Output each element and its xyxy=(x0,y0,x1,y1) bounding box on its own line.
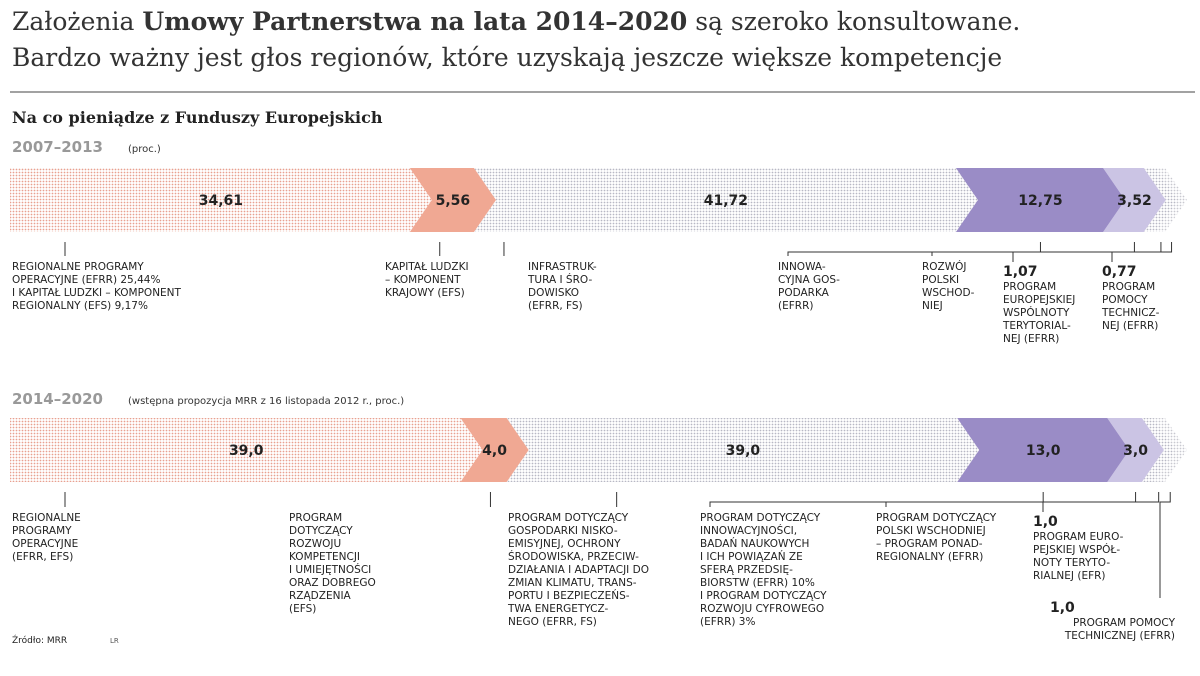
value-label: 1,07 xyxy=(1003,264,1038,280)
segment xyxy=(957,418,1130,482)
value-label: 34,61 xyxy=(199,193,243,209)
value-label: 1,0 xyxy=(1050,600,1075,616)
segment xyxy=(1103,168,1166,232)
segment xyxy=(955,168,1126,232)
leader-line xyxy=(885,492,1137,507)
category-label: ROZWÓJ POLSKI WSCHOD-NIEJ xyxy=(922,260,975,312)
category-label: PROGRAM DOTYCZĄCY ROZWOJU KOMPETENCJI I UMIE… xyxy=(289,512,376,615)
segment xyxy=(409,168,496,232)
title-part: Umowy Partnerstwa na lata 2014–2020 xyxy=(142,7,687,36)
category-label: REGIONALNE PROGRAMY OPERACYJNE (EFRR, EFS) xyxy=(12,512,81,563)
value-label: 13,0 xyxy=(1026,443,1061,459)
value-label: 4,0 xyxy=(482,443,507,459)
segment xyxy=(1153,418,1187,482)
source: Źródło: MRR xyxy=(12,634,67,646)
category-label: INNOWA-CYJNA GOS-PODARKA (EFRR) xyxy=(778,261,840,312)
segment xyxy=(1141,418,1176,482)
period-note: (proc.) xyxy=(128,144,161,155)
value-label: 3,52 xyxy=(1117,193,1152,209)
title-part: są szeroko konsultowane. xyxy=(687,7,1020,36)
category-label: PROGRAM DOTYCZĄCY POLSKI WSCHODNIEJ – PROG… xyxy=(876,512,997,563)
title-line2: Bardzo ważny jest głos regionów, które u… xyxy=(12,43,1002,72)
leader-line xyxy=(1012,242,1162,262)
leader-line xyxy=(1111,242,1173,262)
leader-line xyxy=(709,492,1044,507)
category-label: PROGRAM EUROPEJSKIEJ WSPÓLNOTY TERYTORIAL-N… xyxy=(1002,281,1075,345)
title-part: Założenia xyxy=(12,7,142,36)
leader-line xyxy=(787,242,1041,256)
period-title: 2014–2020 xyxy=(12,390,103,408)
subtitle: Na co pieniądze z Funduszy Europejskich xyxy=(12,108,383,127)
segment xyxy=(473,168,978,232)
value-label: 3,0 xyxy=(1123,443,1148,459)
category-label: PROGRAM POMOCY TECHNICZNEJ (EFRR) xyxy=(1064,617,1176,642)
category-label: KAPITAŁ LUDZKI – KOMPONENT KRAJOWY (EFS) xyxy=(385,261,469,299)
category-label: INFRASTRUK-TURA I ŚRO-DOWISKO (EFRR, FS) xyxy=(527,261,597,312)
category-label: PROGRAM DOTYCZĄCY GOSPODARKI NISKO-EMISYJ… xyxy=(507,512,649,628)
value-label: 39,0 xyxy=(726,443,761,459)
leader-line xyxy=(931,242,1135,256)
value-label: 12,75 xyxy=(1018,193,1062,209)
leader-line xyxy=(1042,492,1160,512)
title: Założenia Umowy Partnerstwa na lata 2014… xyxy=(12,7,1020,36)
category-label: REGIONALNE PROGRAMY OPERACYJNE (EFRR) 25,… xyxy=(12,261,182,312)
value-label: 1,0 xyxy=(1033,514,1058,530)
period-title: 2007–2013 xyxy=(12,138,103,156)
period-note: (wstępna propozycja MRR z 16 listopada 2… xyxy=(128,396,404,407)
value-label: 39,0 xyxy=(229,443,264,459)
value-label: 5,56 xyxy=(436,193,471,209)
category-label: PROGRAM EURO-PEJSKIEJ WSPÓŁ-NOTY TERYTO-… xyxy=(1033,531,1124,582)
category-label: PROGRAM DOTYCZĄCY INNOWACYJNOŚCI, BADAŃ NA… xyxy=(700,512,827,628)
segment xyxy=(1107,418,1164,482)
value-label: 0,77 xyxy=(1102,264,1137,280)
segment xyxy=(1156,168,1187,232)
author: LR xyxy=(110,637,119,645)
segment xyxy=(10,418,483,482)
segment xyxy=(460,418,529,482)
value-label: 41,72 xyxy=(704,193,748,209)
category-label: PROGRAM POMOCY TECHNICZ-NEJ (EFRR) xyxy=(1101,281,1160,332)
segment xyxy=(1143,168,1179,232)
segment xyxy=(10,168,432,232)
segment xyxy=(506,418,980,482)
leader-line xyxy=(1159,492,1171,598)
